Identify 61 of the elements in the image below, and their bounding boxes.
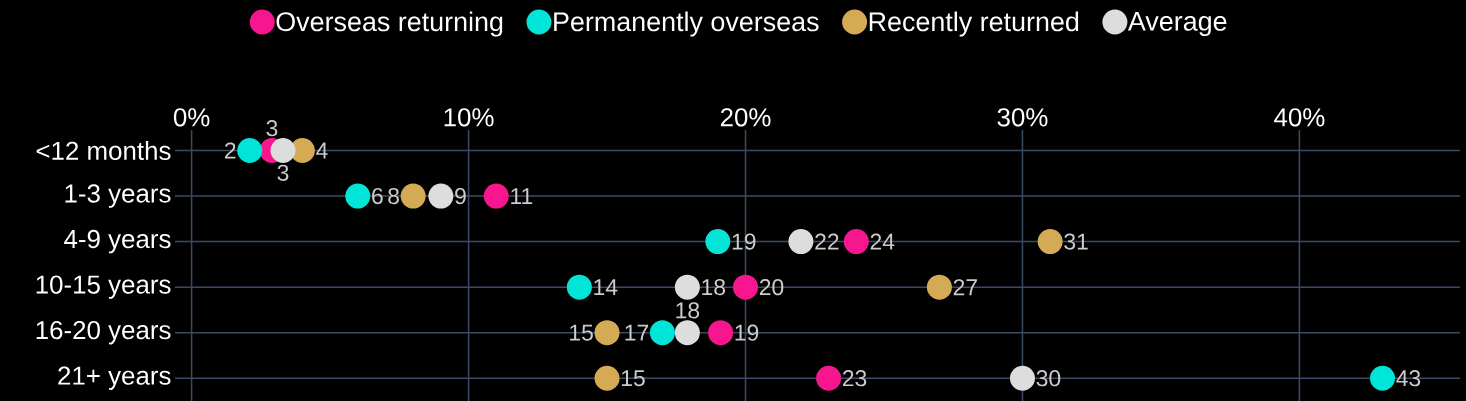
point bbox=[708, 320, 734, 346]
point bbox=[1009, 365, 1035, 391]
data-label: 19 bbox=[735, 324, 759, 341]
point bbox=[566, 274, 592, 300]
point bbox=[1370, 365, 1395, 391]
point bbox=[594, 320, 620, 346]
data-label: 9 bbox=[455, 187, 466, 205]
data-label: 4 bbox=[316, 142, 328, 159]
y-tick-label: <12 months bbox=[36, 140, 171, 161]
x-tick-label: 10% bbox=[444, 108, 494, 127]
y-tick-label: 4-9 years bbox=[64, 229, 171, 254]
point bbox=[674, 274, 700, 300]
point bbox=[270, 138, 296, 163]
x-tick-label: 40% bbox=[1274, 108, 1325, 127]
data-label: 31 bbox=[1064, 233, 1088, 250]
point bbox=[594, 365, 620, 391]
point bbox=[674, 320, 700, 346]
data-label: 23 bbox=[842, 370, 867, 387]
point bbox=[788, 229, 814, 255]
data-label: 17 bbox=[625, 324, 649, 341]
data-label: 27 bbox=[953, 279, 977, 296]
data-label: 18 bbox=[676, 302, 700, 319]
data-label: 20 bbox=[759, 279, 784, 296]
data-label: 15 bbox=[621, 370, 645, 387]
data-label: 19 bbox=[732, 233, 756, 250]
y-tick-label: 21+ years bbox=[58, 366, 171, 390]
data-label: 24 bbox=[870, 233, 895, 250]
data-label: 15 bbox=[570, 324, 593, 341]
point bbox=[843, 229, 869, 255]
point bbox=[733, 274, 759, 300]
legend-label: Recently returned bbox=[869, 11, 1079, 37]
point bbox=[428, 183, 454, 209]
point bbox=[926, 274, 952, 300]
data-label: 18 bbox=[702, 279, 726, 296]
data-label: 14 bbox=[594, 279, 618, 296]
point bbox=[483, 183, 509, 209]
data-label: 11 bbox=[511, 188, 533, 204]
data-label: 43 bbox=[1396, 370, 1421, 387]
point bbox=[705, 229, 731, 255]
point bbox=[1037, 229, 1063, 255]
legend-label: Overseas returning bbox=[276, 11, 503, 37]
point bbox=[400, 183, 426, 209]
data-label: 2 bbox=[224, 142, 236, 159]
x-tick-label: 0% bbox=[173, 108, 210, 127]
y-tick-label: 10-15 years bbox=[36, 275, 171, 299]
legend-label: Permanently overseas bbox=[554, 11, 819, 37]
y-tick-label: 1-3 years bbox=[65, 184, 171, 208]
data-label: 8 bbox=[388, 187, 399, 205]
data-label: 3 bbox=[266, 120, 278, 137]
data-label: 3 bbox=[277, 164, 289, 181]
legend-label: Average bbox=[1127, 11, 1227, 37]
x-tick-label: 20% bbox=[720, 108, 771, 127]
point bbox=[816, 365, 842, 391]
point bbox=[649, 320, 675, 346]
point bbox=[237, 138, 263, 163]
data-label: 6 bbox=[372, 187, 383, 205]
data-label: 30 bbox=[1036, 370, 1061, 387]
point bbox=[345, 183, 371, 209]
x-tick-label: 30% bbox=[997, 108, 1048, 127]
data-label: 22 bbox=[815, 233, 839, 250]
y-tick-label: 16-20 years bbox=[36, 320, 171, 345]
